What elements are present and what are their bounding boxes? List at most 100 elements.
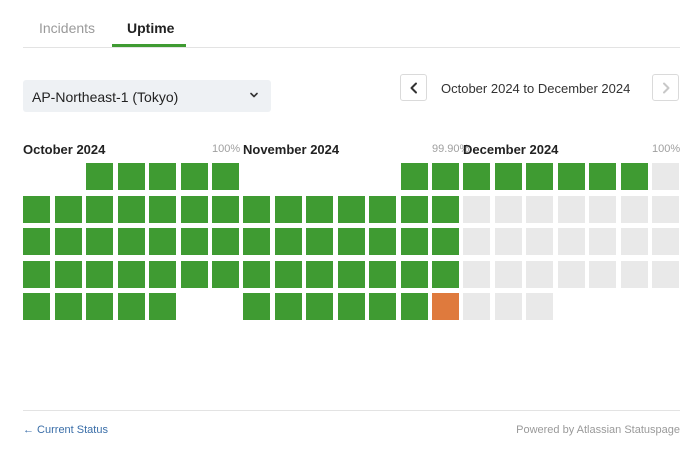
day-cell[interactable] [338,228,365,255]
day-cell[interactable] [275,261,302,288]
day-cell[interactable] [589,261,616,288]
day-cell[interactable] [149,261,176,288]
day-cell[interactable] [526,196,553,223]
day-cell[interactable] [369,261,396,288]
day-cell[interactable] [495,163,522,190]
day-cell[interactable] [212,228,239,255]
current-status-link[interactable]: ← Current Status [23,424,108,436]
day-cell[interactable] [86,163,113,190]
day-cell[interactable] [212,261,239,288]
day-cell[interactable] [118,163,145,190]
day-cell[interactable] [86,293,113,320]
day-cell[interactable] [118,228,145,255]
day-cell[interactable] [306,228,333,255]
day-cell[interactable] [652,196,679,223]
day-cell[interactable] [621,196,648,223]
day-cell[interactable] [212,196,239,223]
region-select[interactable]: AP-Northeast-1 (Tokyo) [23,80,271,112]
chevron-right-icon [663,82,670,94]
day-cell[interactable] [369,228,396,255]
day-cell[interactable] [652,228,679,255]
day-cell[interactable] [432,196,459,223]
day-cell[interactable] [495,196,522,223]
day-cell[interactable] [338,261,365,288]
day-cell[interactable] [495,293,522,320]
day-cell[interactable] [306,196,333,223]
day-cell[interactable] [243,196,270,223]
day-cell[interactable] [55,228,82,255]
tab-uptime[interactable]: Uptime [127,20,175,36]
day-cell[interactable] [149,196,176,223]
day-cell[interactable] [243,293,270,320]
day-cell[interactable] [23,293,50,320]
day-cell[interactable] [652,261,679,288]
day-cell[interactable] [495,228,522,255]
day-cell[interactable] [55,293,82,320]
day-cell[interactable] [23,196,50,223]
day-cell[interactable] [621,261,648,288]
day-cell[interactable] [275,293,302,320]
day-cell[interactable] [55,196,82,223]
day-cell[interactable] [401,228,428,255]
previous-period-button[interactable] [400,74,427,101]
day-cell[interactable] [558,261,585,288]
day-cell[interactable] [526,293,553,320]
day-cell[interactable] [23,261,50,288]
day-cell[interactable] [275,228,302,255]
day-cell[interactable] [86,228,113,255]
day-cell[interactable] [495,261,522,288]
day-cell[interactable] [589,228,616,255]
day-cell[interactable] [212,163,239,190]
day-cell[interactable] [149,228,176,255]
day-cell[interactable] [621,228,648,255]
day-cell[interactable] [306,261,333,288]
day-cell[interactable] [118,196,145,223]
day-cell[interactable] [149,293,176,320]
day-cell[interactable] [526,228,553,255]
day-cell[interactable] [181,196,208,223]
day-cell[interactable] [432,163,459,190]
tab-incidents[interactable]: Incidents [39,20,96,36]
day-cell[interactable] [589,163,616,190]
day-cell[interactable] [401,293,428,320]
day-cell[interactable] [275,196,302,223]
day-cell[interactable] [526,163,553,190]
day-cell[interactable] [463,293,490,320]
day-cell[interactable] [401,196,428,223]
day-cell[interactable] [432,293,459,320]
powered-by-link[interactable]: Powered by Atlassian Statuspage [516,424,680,436]
day-cell[interactable] [118,261,145,288]
day-cell[interactable] [589,196,616,223]
day-cell[interactable] [401,163,428,190]
day-cell[interactable] [369,293,396,320]
day-cell[interactable] [652,163,679,190]
day-cell[interactable] [118,293,145,320]
day-cell[interactable] [432,261,459,288]
day-cell[interactable] [558,228,585,255]
day-cell[interactable] [463,261,490,288]
day-cell[interactable] [149,163,176,190]
day-cell[interactable] [463,228,490,255]
day-cell[interactable] [55,261,82,288]
next-period-button[interactable] [652,74,679,101]
day-cell[interactable] [181,163,208,190]
day-cell[interactable] [621,163,648,190]
day-cell[interactable] [558,163,585,190]
day-cell[interactable] [338,293,365,320]
day-cell[interactable] [463,196,490,223]
day-cell[interactable] [369,196,396,223]
day-cell[interactable] [526,261,553,288]
day-cell[interactable] [558,196,585,223]
day-cell[interactable] [338,196,365,223]
day-cell[interactable] [306,293,333,320]
day-cell[interactable] [181,261,208,288]
day-cell[interactable] [401,261,428,288]
day-cell[interactable] [86,196,113,223]
day-cell[interactable] [23,228,50,255]
day-cell[interactable] [432,228,459,255]
day-cell[interactable] [243,261,270,288]
day-cell[interactable] [181,228,208,255]
day-cell[interactable] [243,228,270,255]
day-cell[interactable] [463,163,490,190]
day-cell[interactable] [86,261,113,288]
